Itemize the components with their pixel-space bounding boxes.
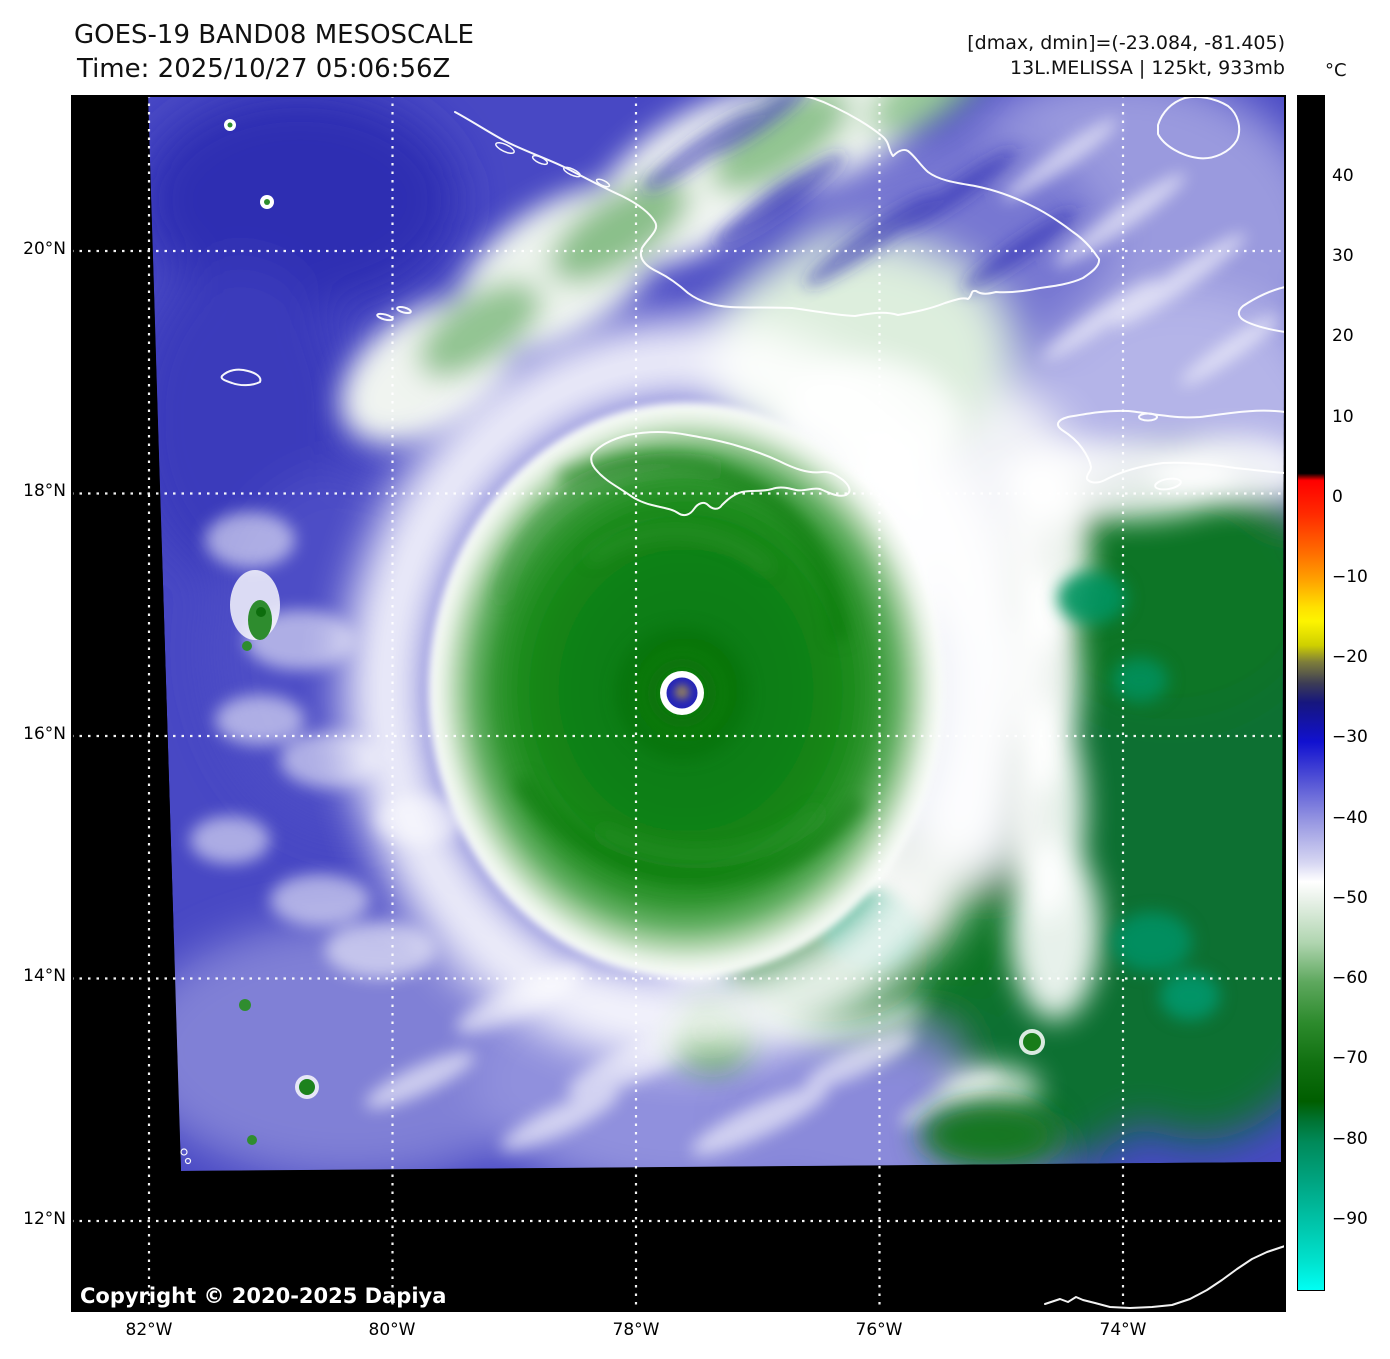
cb-tick-m20: −20: [1332, 647, 1368, 667]
copyright-text: Copyright © 2020-2025 Dapiya: [80, 1284, 447, 1308]
hurricane-melissa: [343, 317, 1029, 1063]
great-inagua-coastline: [1157, 95, 1241, 160]
san-andres-islets: [180, 1148, 192, 1165]
lat-label-18N: 18°N: [23, 481, 66, 501]
hurricane-eye: [648, 659, 716, 727]
jamaica-coastline: [590, 431, 851, 517]
cb-tick-m90: −90: [1332, 1209, 1368, 1229]
lat-label-14N: 14°N: [23, 966, 66, 986]
satellite-cloud-layer: [148, 95, 1285, 1171]
eyewall-shadow-ring: [648, 659, 716, 727]
page-title: GOES-19 BAND08 MESOSCALE: [74, 20, 474, 50]
gonave-island: [1154, 477, 1182, 491]
map-border: [71, 95, 1286, 1312]
nw-outflow-band: [339, 95, 991, 445]
lon-label-74W: 74°W: [1099, 1320, 1147, 1340]
dmax-dmin-readout: [dmax, dmin]=(-23.084, -81.405): [967, 32, 1285, 54]
cb-tick-m50: −50: [1332, 888, 1368, 908]
cuban-cays: [495, 141, 611, 188]
graticule-grid: [71, 95, 1286, 1312]
coastlines: [180, 95, 1286, 1309]
little-cayman: [376, 312, 394, 322]
south-america-coastline: [1044, 1245, 1286, 1309]
haiti-north-coast: [1237, 286, 1286, 333]
tortuga-island: [1138, 412, 1158, 422]
cb-tick-m40: −40: [1332, 808, 1368, 828]
cb-tick-0: 0: [1332, 487, 1343, 507]
lat-label-12N: 12°N: [23, 1209, 66, 1229]
cayman-brac: [396, 305, 412, 315]
map-canvas: [71, 95, 1286, 1312]
storm-info-readout: 13L.MELISSA | 125kt, 933mb: [1010, 57, 1285, 79]
cb-tick-20: 20: [1332, 326, 1354, 346]
cb-tick-m80: −80: [1332, 1129, 1368, 1149]
temperature-colorbar: [1297, 95, 1325, 1291]
cuba-coastline: [454, 95, 1101, 317]
eye-warm-core: [674, 684, 690, 700]
cb-tick-10: 10: [1332, 407, 1354, 427]
cb-tick-m60: −60: [1332, 968, 1368, 988]
cb-tick-m30: −30: [1332, 727, 1368, 747]
cb-tick-m70: −70: [1332, 1048, 1368, 1068]
cb-tick-40: 40: [1332, 166, 1354, 186]
hurricane-white-annulus: [343, 317, 1029, 1063]
lon-label-80W: 80°W: [368, 1320, 416, 1340]
timestamp-line: Time: 2025/10/27 05:06:56Z: [77, 54, 451, 84]
lon-label-82W: 82°W: [125, 1320, 173, 1340]
cb-tick-30: 30: [1332, 246, 1354, 266]
lon-label-76W: 76°W: [855, 1320, 903, 1340]
grand-cayman-coastline: [220, 368, 262, 387]
satellite-image: [71, 95, 1286, 1312]
lat-label-16N: 16°N: [23, 724, 66, 744]
colorbar-unit-label: °C: [1325, 60, 1347, 81]
hurricane-spiral-texture: [495, 451, 867, 885]
small-cloud-specks: [224, 119, 1045, 1145]
cb-tick-m10: −10: [1332, 567, 1368, 587]
lat-label-20N: 20°N: [23, 239, 66, 259]
lon-label-78W: 78°W: [612, 1320, 660, 1340]
